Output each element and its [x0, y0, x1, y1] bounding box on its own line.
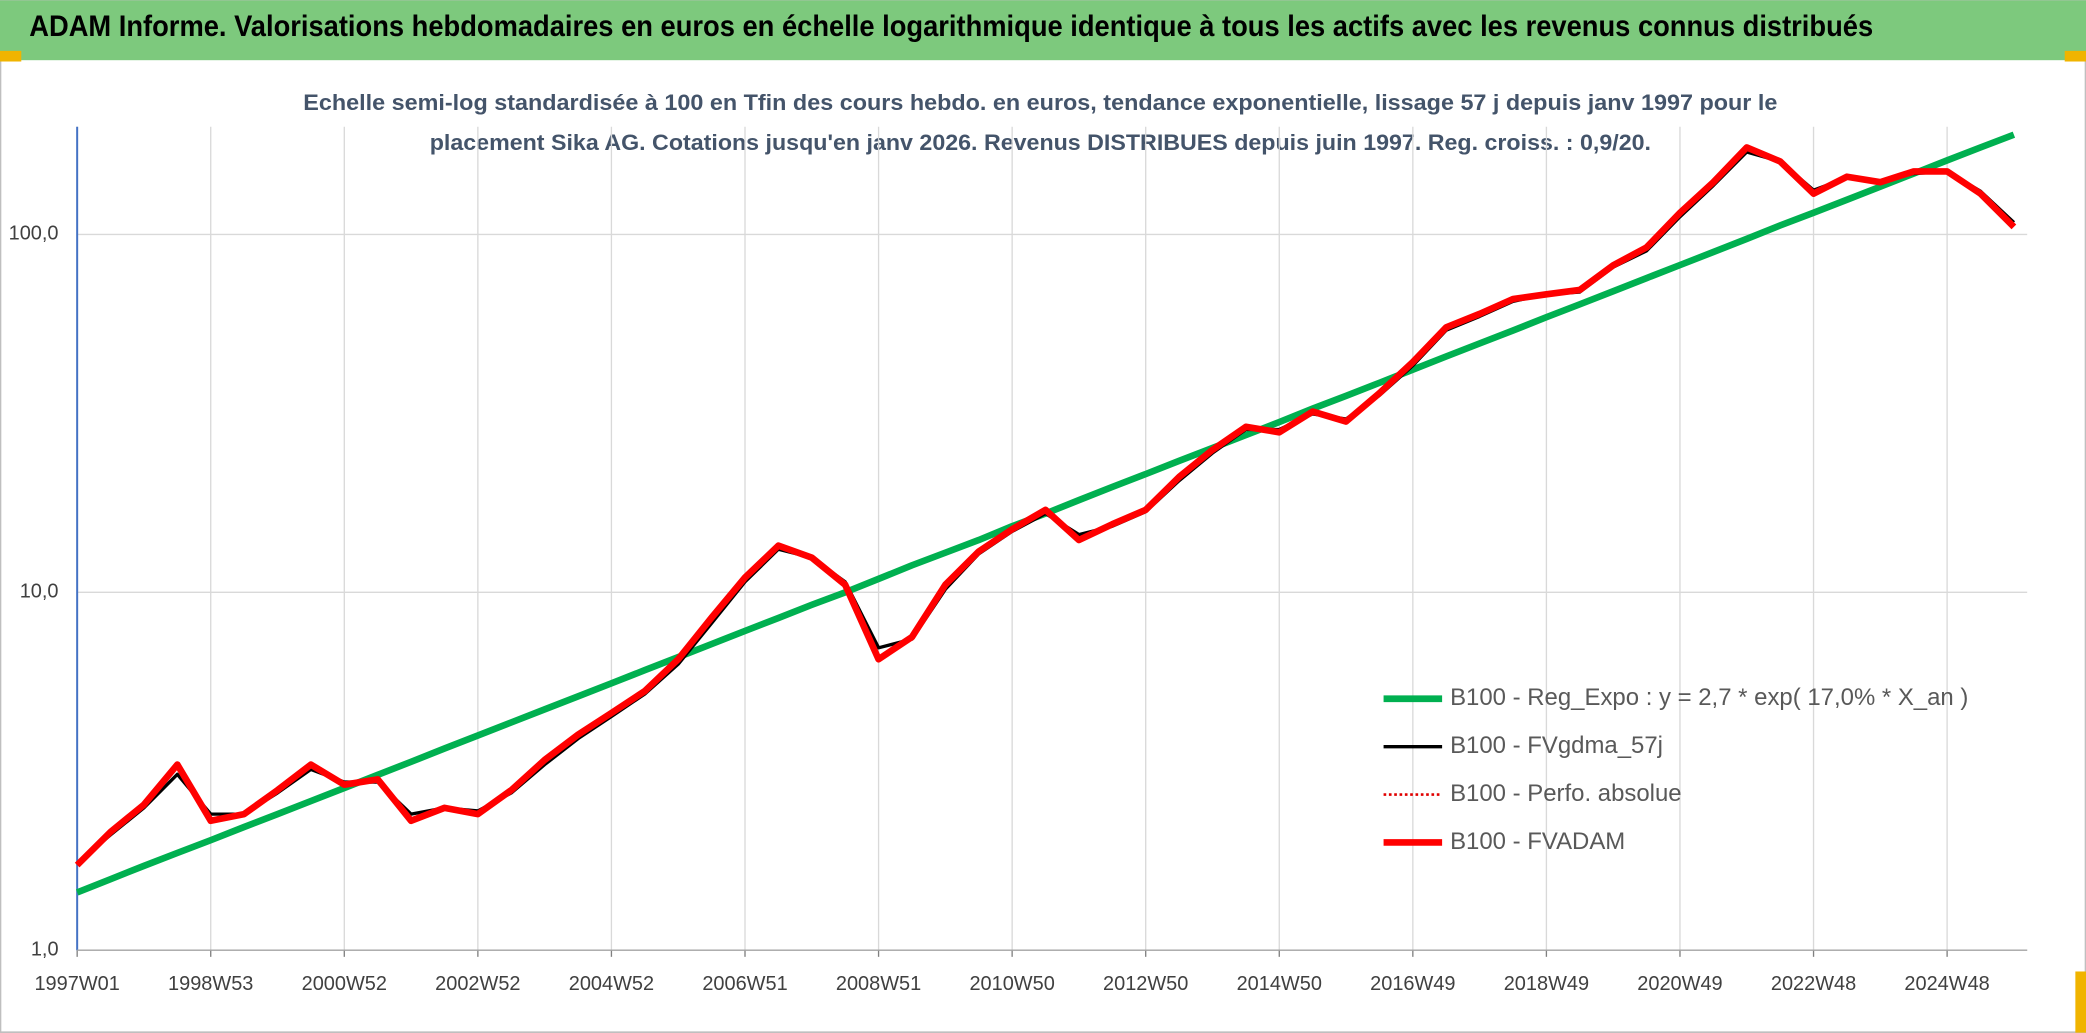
legend-label: B100 - FVADAM [1450, 828, 1625, 855]
x-tick-label: 2022W48 [1771, 973, 1856, 995]
x-tick-label: 2006W51 [702, 973, 787, 995]
y-tick-label: 100,0 [9, 223, 59, 245]
chart-title: ADAM Informe. Valorisations hebdomadaire… [29, 11, 1873, 43]
corner [2064, 50, 2086, 62]
x-tick-label: 2014W50 [1237, 973, 1322, 995]
x-tick-label: 2016W49 [1370, 973, 1455, 995]
x-tick-label: 2002W52 [435, 973, 520, 995]
subtitle: Echelle semi-log standardisée à 100 en T… [303, 90, 1777, 115]
x-tick-label: 2012W50 [1103, 973, 1188, 995]
corner [2075, 971, 2086, 1033]
x-tick-label: 2000W52 [302, 973, 387, 995]
x-tick-label: 2024W48 [1904, 973, 1989, 995]
x-tick-label: 2020W49 [1637, 973, 1722, 995]
corner [0, 50, 22, 62]
y-tick-label: 1,0 [31, 938, 59, 960]
x-tick-label: 1997W01 [34, 973, 119, 995]
y-tick-label: 10,0 [20, 581, 59, 603]
legend-label: B100 - Perfo. absolue [1450, 780, 1682, 807]
x-tick-label: 1998W53 [168, 973, 253, 995]
header-band [0, 0, 2086, 61]
series-line [74, 144, 2017, 868]
subtitle: placement Sika AG. Cotations jusqu'en ja… [430, 130, 1651, 155]
x-tick-label: 2018W49 [1504, 973, 1589, 995]
x-tick-label: 2004W52 [569, 973, 654, 995]
legend-label: B100 - Reg_Expo : y = 2,7 * exp( 17,0% *… [1450, 684, 1968, 711]
legend-label: B100 - FVgdma_57j [1450, 732, 1663, 759]
x-tick-label: 2010W50 [969, 973, 1054, 995]
x-tick-label: 2008W51 [836, 973, 921, 995]
